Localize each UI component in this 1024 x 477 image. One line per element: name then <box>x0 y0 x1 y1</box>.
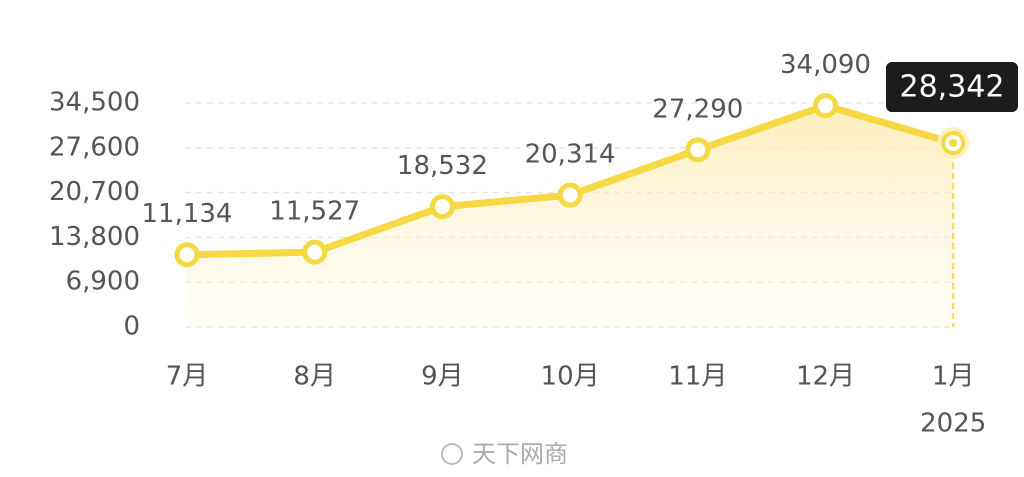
value-label: 11,134 <box>142 199 233 229</box>
y-tick-label: 27,600 <box>49 132 140 162</box>
tooltip-value: 28,342 <box>900 70 1005 105</box>
area-fill <box>187 105 954 328</box>
point <box>685 137 711 163</box>
y-tick-label: 13,800 <box>49 222 140 252</box>
value-label: 34,090 <box>780 50 871 80</box>
watermark-text: 天下网商 <box>472 440 568 468</box>
y-tick-label: 6,900 <box>66 267 140 297</box>
y-tick-label: 34,500 <box>49 88 140 118</box>
x-tick-label: 10月 <box>541 362 600 392</box>
x-tick-label: 1月 <box>932 362 975 392</box>
tooltip-box <box>886 62 1018 112</box>
point <box>813 93 838 119</box>
value-label: 18,532 <box>397 151 488 181</box>
watermark: 天下网商 <box>441 440 568 468</box>
y-tick-label: 20,700 <box>49 177 140 207</box>
x-tick-label: 11月 <box>668 362 727 392</box>
value-label: 27,290 <box>652 94 743 124</box>
x-tick-label: 12月 <box>796 362 855 392</box>
x-tick-label: 9月 <box>421 362 464 392</box>
year-label: 2025 <box>920 409 986 439</box>
value-label: 20,314 <box>525 140 616 170</box>
point <box>429 194 455 220</box>
point <box>174 242 200 268</box>
point <box>302 239 328 265</box>
point-center <box>949 138 958 147</box>
point <box>557 182 583 208</box>
y-tick-label: 0 <box>123 312 140 342</box>
x-tick-label: 8月 <box>293 362 336 392</box>
x-tick-label: 7月 <box>166 362 209 392</box>
value-label: 11,527 <box>269 197 360 227</box>
